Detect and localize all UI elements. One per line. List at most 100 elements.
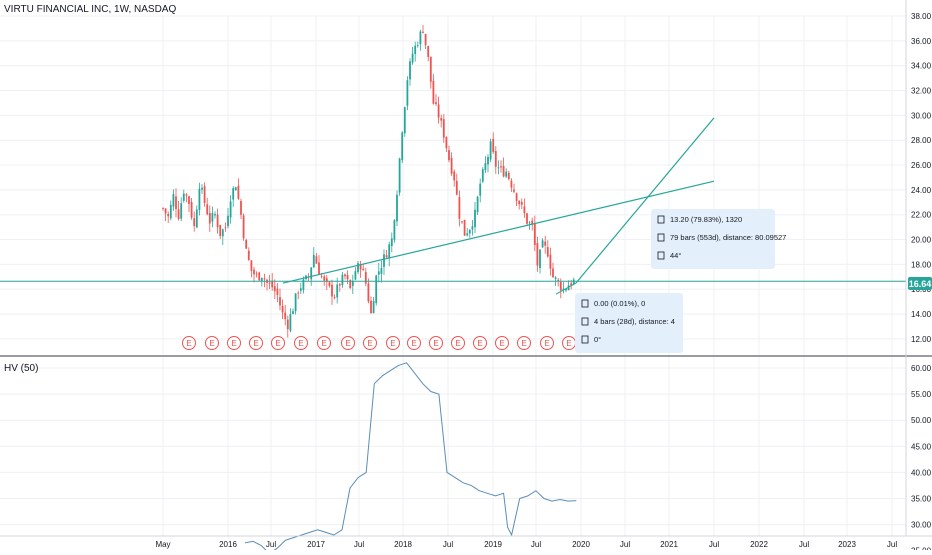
earnings-marker[interactable]: E — [386, 336, 400, 350]
candle-body — [492, 138, 495, 153]
measure-icon — [657, 251, 665, 260]
candle-body — [375, 275, 378, 304]
earnings-marker[interactable]: E — [249, 336, 263, 350]
candle-body — [333, 297, 336, 298]
price-badge — [908, 277, 932, 290]
candle-body — [474, 209, 476, 228]
candle-body — [216, 214, 219, 228]
candle-body — [289, 314, 292, 331]
measure-text: 0° — [594, 335, 601, 344]
earnings-marker-label: E — [275, 339, 280, 348]
measure-box[interactable]: 13.20 (79.83%), 1320 79 bars (553d), dist… — [651, 209, 786, 269]
candle-body — [411, 53, 414, 63]
measure-segment[interactable] — [555, 282, 577, 295]
candle-body — [362, 268, 365, 271]
candle-body — [463, 219, 466, 236]
candle-body — [468, 229, 471, 234]
candle-body — [416, 45, 419, 47]
candle-body — [380, 268, 383, 274]
earnings-marker[interactable]: E — [517, 336, 531, 350]
candle-body — [258, 272, 261, 281]
candle-body — [497, 167, 500, 169]
candle-body — [294, 293, 297, 312]
candle-body — [562, 288, 565, 291]
candle-body — [198, 188, 201, 210]
earnings-marker[interactable]: E — [205, 336, 219, 350]
earnings-marker[interactable]: E — [182, 336, 196, 350]
earnings-marker[interactable]: E — [294, 336, 308, 350]
candle-body — [552, 268, 554, 278]
y-tick-label: 14.00 — [911, 310, 932, 319]
earnings-marker[interactable]: E — [495, 336, 509, 350]
symbol-title[interactable]: VIRTU FINANCIAL INC, 1W, NASDAQ — [4, 4, 176, 15]
x-tick-label: 2022 — [750, 540, 768, 549]
earnings-marker[interactable]: E — [407, 336, 421, 350]
measure-icon — [581, 299, 589, 308]
candle-body — [544, 241, 547, 246]
hv-y-tick-label: 55.00 — [911, 390, 932, 399]
candle-body — [565, 289, 567, 291]
rising-trendline[interactable] — [282, 180, 715, 284]
candle-body — [312, 254, 315, 268]
candle-body — [388, 244, 391, 258]
candle-body — [299, 288, 302, 291]
measure-box-bg — [651, 209, 775, 269]
candle-body — [234, 187, 237, 191]
candle-body — [341, 274, 344, 285]
hv-title[interactable]: HV (50) — [4, 363, 38, 374]
candle-body — [442, 119, 445, 138]
x-tick-label: Jul — [354, 540, 364, 549]
earnings-marker[interactable]: E — [317, 336, 331, 350]
candle-body — [237, 185, 240, 199]
candle-body — [320, 275, 323, 277]
hv-y-tick-label: 35.00 — [911, 495, 932, 504]
earnings-marker[interactable]: E — [451, 336, 465, 350]
candle-body — [364, 271, 367, 284]
candle-body — [193, 218, 196, 226]
x-tick-label: 2017 — [307, 540, 325, 549]
x-tick-label: 2018 — [394, 540, 412, 549]
earnings-marker-label: E — [499, 339, 504, 348]
earnings-marker[interactable]: E — [429, 336, 443, 350]
candle-body — [224, 227, 227, 229]
candle-body — [487, 156, 489, 165]
candle-body — [310, 267, 313, 280]
earnings-marker[interactable]: E — [271, 336, 285, 350]
candle-body — [432, 80, 435, 104]
earnings-marker[interactable]: E — [473, 336, 487, 350]
measure-box[interactable]: 0.00 (0.01%), 0 4 bars (28d), distance: 4… — [575, 293, 683, 353]
earnings-marker-label: E — [298, 339, 303, 348]
candle-body — [429, 56, 432, 82]
candle-body — [507, 172, 510, 180]
earnings-marker-label: E — [477, 339, 482, 348]
candle-body — [167, 213, 170, 217]
earnings-marker[interactable]: E — [363, 336, 377, 350]
projection-line[interactable] — [575, 117, 715, 284]
candle-body — [554, 277, 557, 279]
candle-body — [500, 166, 502, 168]
candle-body — [559, 282, 562, 291]
candle-body — [162, 208, 164, 210]
earnings-marker[interactable]: E — [227, 336, 241, 350]
hv-y-tick-label: 30.00 — [911, 521, 932, 530]
earnings-marker-label: E — [411, 339, 416, 348]
y-tick-label: 12.00 — [911, 335, 932, 344]
measure-text: 44° — [670, 251, 681, 260]
candle-body — [201, 187, 203, 190]
candle-body — [435, 102, 437, 104]
earnings-marker[interactable]: E — [341, 336, 355, 350]
trendlines[interactable] — [0, 117, 906, 295]
candle-body — [336, 284, 339, 298]
x-tick-label: Jul — [709, 540, 719, 549]
earnings-marker[interactable]: E — [562, 336, 576, 350]
candle-body — [172, 194, 175, 207]
earnings-marker[interactable]: E — [540, 336, 554, 350]
candle-body — [541, 240, 544, 248]
candle-body — [325, 278, 328, 282]
measure-box-bg — [575, 293, 683, 353]
candle-body — [466, 233, 469, 236]
measure-boxes[interactable]: 13.20 (79.83%), 1320 79 bars (553d), dist… — [575, 209, 786, 353]
